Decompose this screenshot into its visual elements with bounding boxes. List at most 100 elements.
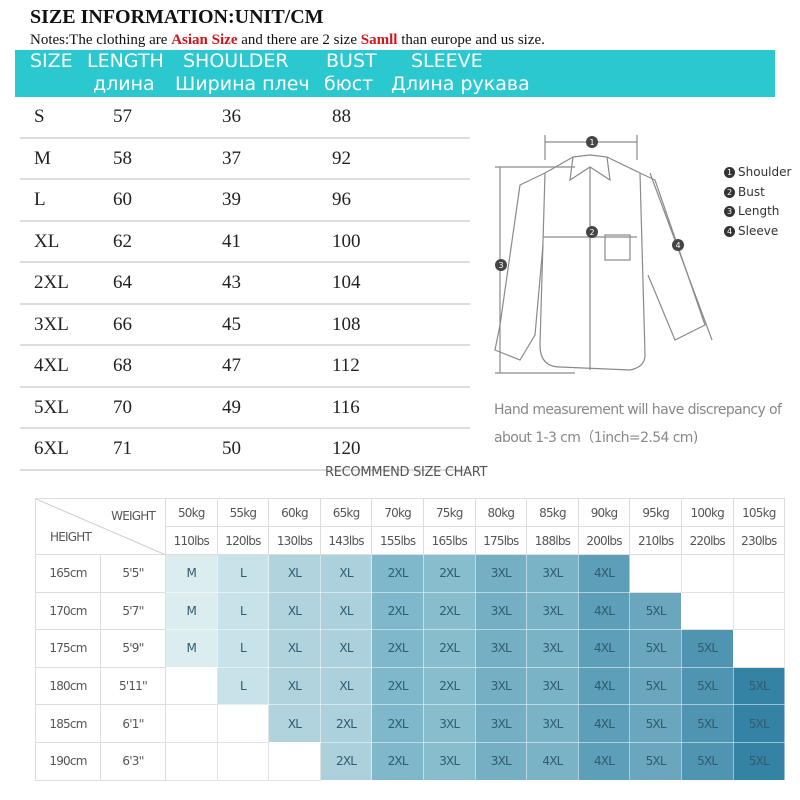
size-cell: 5XL — [629, 591, 682, 631]
measurement-note-line1: Hand measurement will have discrepancy o… — [494, 402, 782, 418]
size-label: S — [34, 106, 45, 127]
size-cell: L — [216, 591, 270, 631]
size-cell: 3XL — [526, 591, 579, 631]
svg-text:4: 4 — [675, 241, 680, 250]
weight-kg-header: 80kg — [474, 498, 528, 527]
size-cell — [732, 629, 786, 668]
size-cell: 5XL — [732, 704, 786, 743]
size-cell: 5XL — [629, 666, 682, 706]
weight-label: WEIGHT — [111, 509, 156, 523]
size-cell: 4XL — [526, 741, 579, 781]
number-badge-icon: 4 — [724, 225, 735, 237]
bust-value: 100 — [332, 230, 361, 252]
height-cm: 180cm — [35, 666, 101, 706]
bust-value: 108 — [332, 313, 361, 335]
size-label: 3XL — [34, 313, 69, 335]
size-cell: 2XL — [422, 554, 476, 593]
header-shoulder-ru: Ширина плеч — [175, 73, 310, 95]
notes-asian-size: Asian Size — [171, 32, 238, 48]
size-cell: 5XL — [732, 666, 786, 706]
length-value: 64 — [113, 272, 132, 293]
bust-value: 88 — [332, 106, 351, 127]
length-value: 62 — [113, 230, 132, 252]
height-cm: 165cm — [35, 554, 101, 593]
height-cm: 185cm — [35, 704, 101, 743]
weight-lbs-header: 110lbs — [165, 526, 218, 555]
length-value: 68 — [113, 355, 132, 376]
size-cell: 3XL — [474, 554, 528, 593]
size-cell: XL — [319, 591, 373, 631]
header-sleeve: SLEEVE — [411, 50, 483, 72]
size-cell: XL — [268, 591, 321, 631]
height-ft: 5'11'' — [100, 666, 166, 706]
measurement-note: Hand measurement will have discrepancy o… — [494, 396, 782, 452]
length-value: 60 — [113, 189, 132, 210]
size-cell: 2XL — [319, 741, 373, 781]
size-label: 2XL — [34, 272, 69, 293]
size-row: 4XL 68 47 112 — [20, 346, 470, 388]
header-sleeve-ru: Длина рукава — [391, 73, 530, 95]
size-table: S 57 36 88 M 58 37 92 L 60 39 96 XL 62 41 100 2XL 64 4… — [20, 97, 470, 471]
size-cell: L — [216, 629, 270, 668]
weight-kg-header: 90kg — [577, 498, 631, 527]
size-cell — [165, 666, 218, 706]
bust-value: 96 — [332, 189, 351, 210]
bust-value: 112 — [332, 355, 360, 376]
size-cell: XL — [268, 666, 321, 706]
size-cell: 2XL — [319, 704, 373, 743]
length-value: 70 — [113, 396, 132, 418]
size-cell: 4XL — [577, 629, 631, 668]
number-badge-icon: 3 — [724, 206, 735, 217]
size-cell: 2XL — [371, 629, 424, 668]
svg-text:2: 2 — [589, 228, 594, 237]
size-header-band: SIZE LENGTH длина SHOULDER Ширина плеч B… — [15, 50, 775, 97]
height-ft: 5'7'' — [100, 591, 166, 631]
size-cell: M — [165, 591, 218, 631]
height-weight-corner: WEIGHT HEIGHT — [35, 498, 166, 555]
size-cell: 2XL — [422, 591, 476, 631]
size-cell — [680, 554, 734, 593]
size-cell: 3XL — [474, 591, 528, 631]
weight-kg-header: 50kg — [165, 498, 218, 527]
notes-middle: and there are 2 size — [237, 32, 361, 48]
svg-text:3: 3 — [498, 261, 503, 270]
length-value: 57 — [113, 106, 132, 127]
size-cell: 3XL — [526, 666, 579, 706]
number-badge-icon: 2 — [724, 186, 735, 198]
height-cm: 190cm — [35, 741, 101, 781]
size-cell: 2XL — [371, 666, 424, 706]
size-cell: 3XL — [474, 704, 528, 743]
shoulder-value: 36 — [222, 106, 241, 127]
table-row: 185cm 6'1'' XL 2XL 2XL 3XL 3XL 3XL 4XL 5XL 5XL 5XL — [35, 704, 786, 743]
shoulder-value: 49 — [222, 396, 241, 418]
size-cell: 3XL — [526, 629, 579, 668]
height-cm: 175cm — [35, 629, 101, 668]
size-label: M — [34, 147, 51, 169]
size-cell: 4XL — [577, 591, 631, 631]
weight-kg-header: 60kg — [268, 498, 321, 527]
height-label: HEIGHT — [50, 530, 92, 544]
size-cell: 5XL — [629, 629, 682, 668]
size-cell: 3XL — [526, 554, 579, 593]
size-cell: 5XL — [680, 629, 734, 668]
size-row: 2XL 64 43 104 — [20, 263, 470, 305]
bust-value: 92 — [332, 147, 351, 169]
size-cell — [165, 704, 218, 743]
legend-label: Bust — [738, 184, 765, 199]
shoulder-value: 39 — [222, 189, 241, 210]
shoulder-value: 43 — [222, 272, 241, 293]
size-cell — [268, 741, 321, 781]
weight-kg-header: 105kg — [732, 498, 786, 527]
size-cell: XL — [268, 629, 321, 668]
weight-lbs-header: 188lbs — [526, 526, 579, 555]
notes-smaller: Samll — [360, 32, 398, 48]
page-title: SIZE INFORMATION:UNIT/CM — [30, 6, 324, 28]
weight-lbs-header: 165lbs — [422, 526, 476, 555]
weight-lbs-header: 155lbs — [371, 526, 424, 555]
header-shoulder: SHOULDER — [183, 50, 289, 72]
diagonal-divider-icon — [36, 499, 166, 555]
weight-lbs-row: 110lbs 120lbs 130lbs 143lbs 155lbs 165lbs 175l… — [36, 526, 786, 555]
header-bust-ru: бюст — [324, 73, 374, 95]
size-cell — [629, 554, 682, 593]
table-row: 190cm 6'3'' 2XL 2XL 3XL 3XL 4XL 4XL 5XL 5XL 5XL — [35, 741, 786, 781]
